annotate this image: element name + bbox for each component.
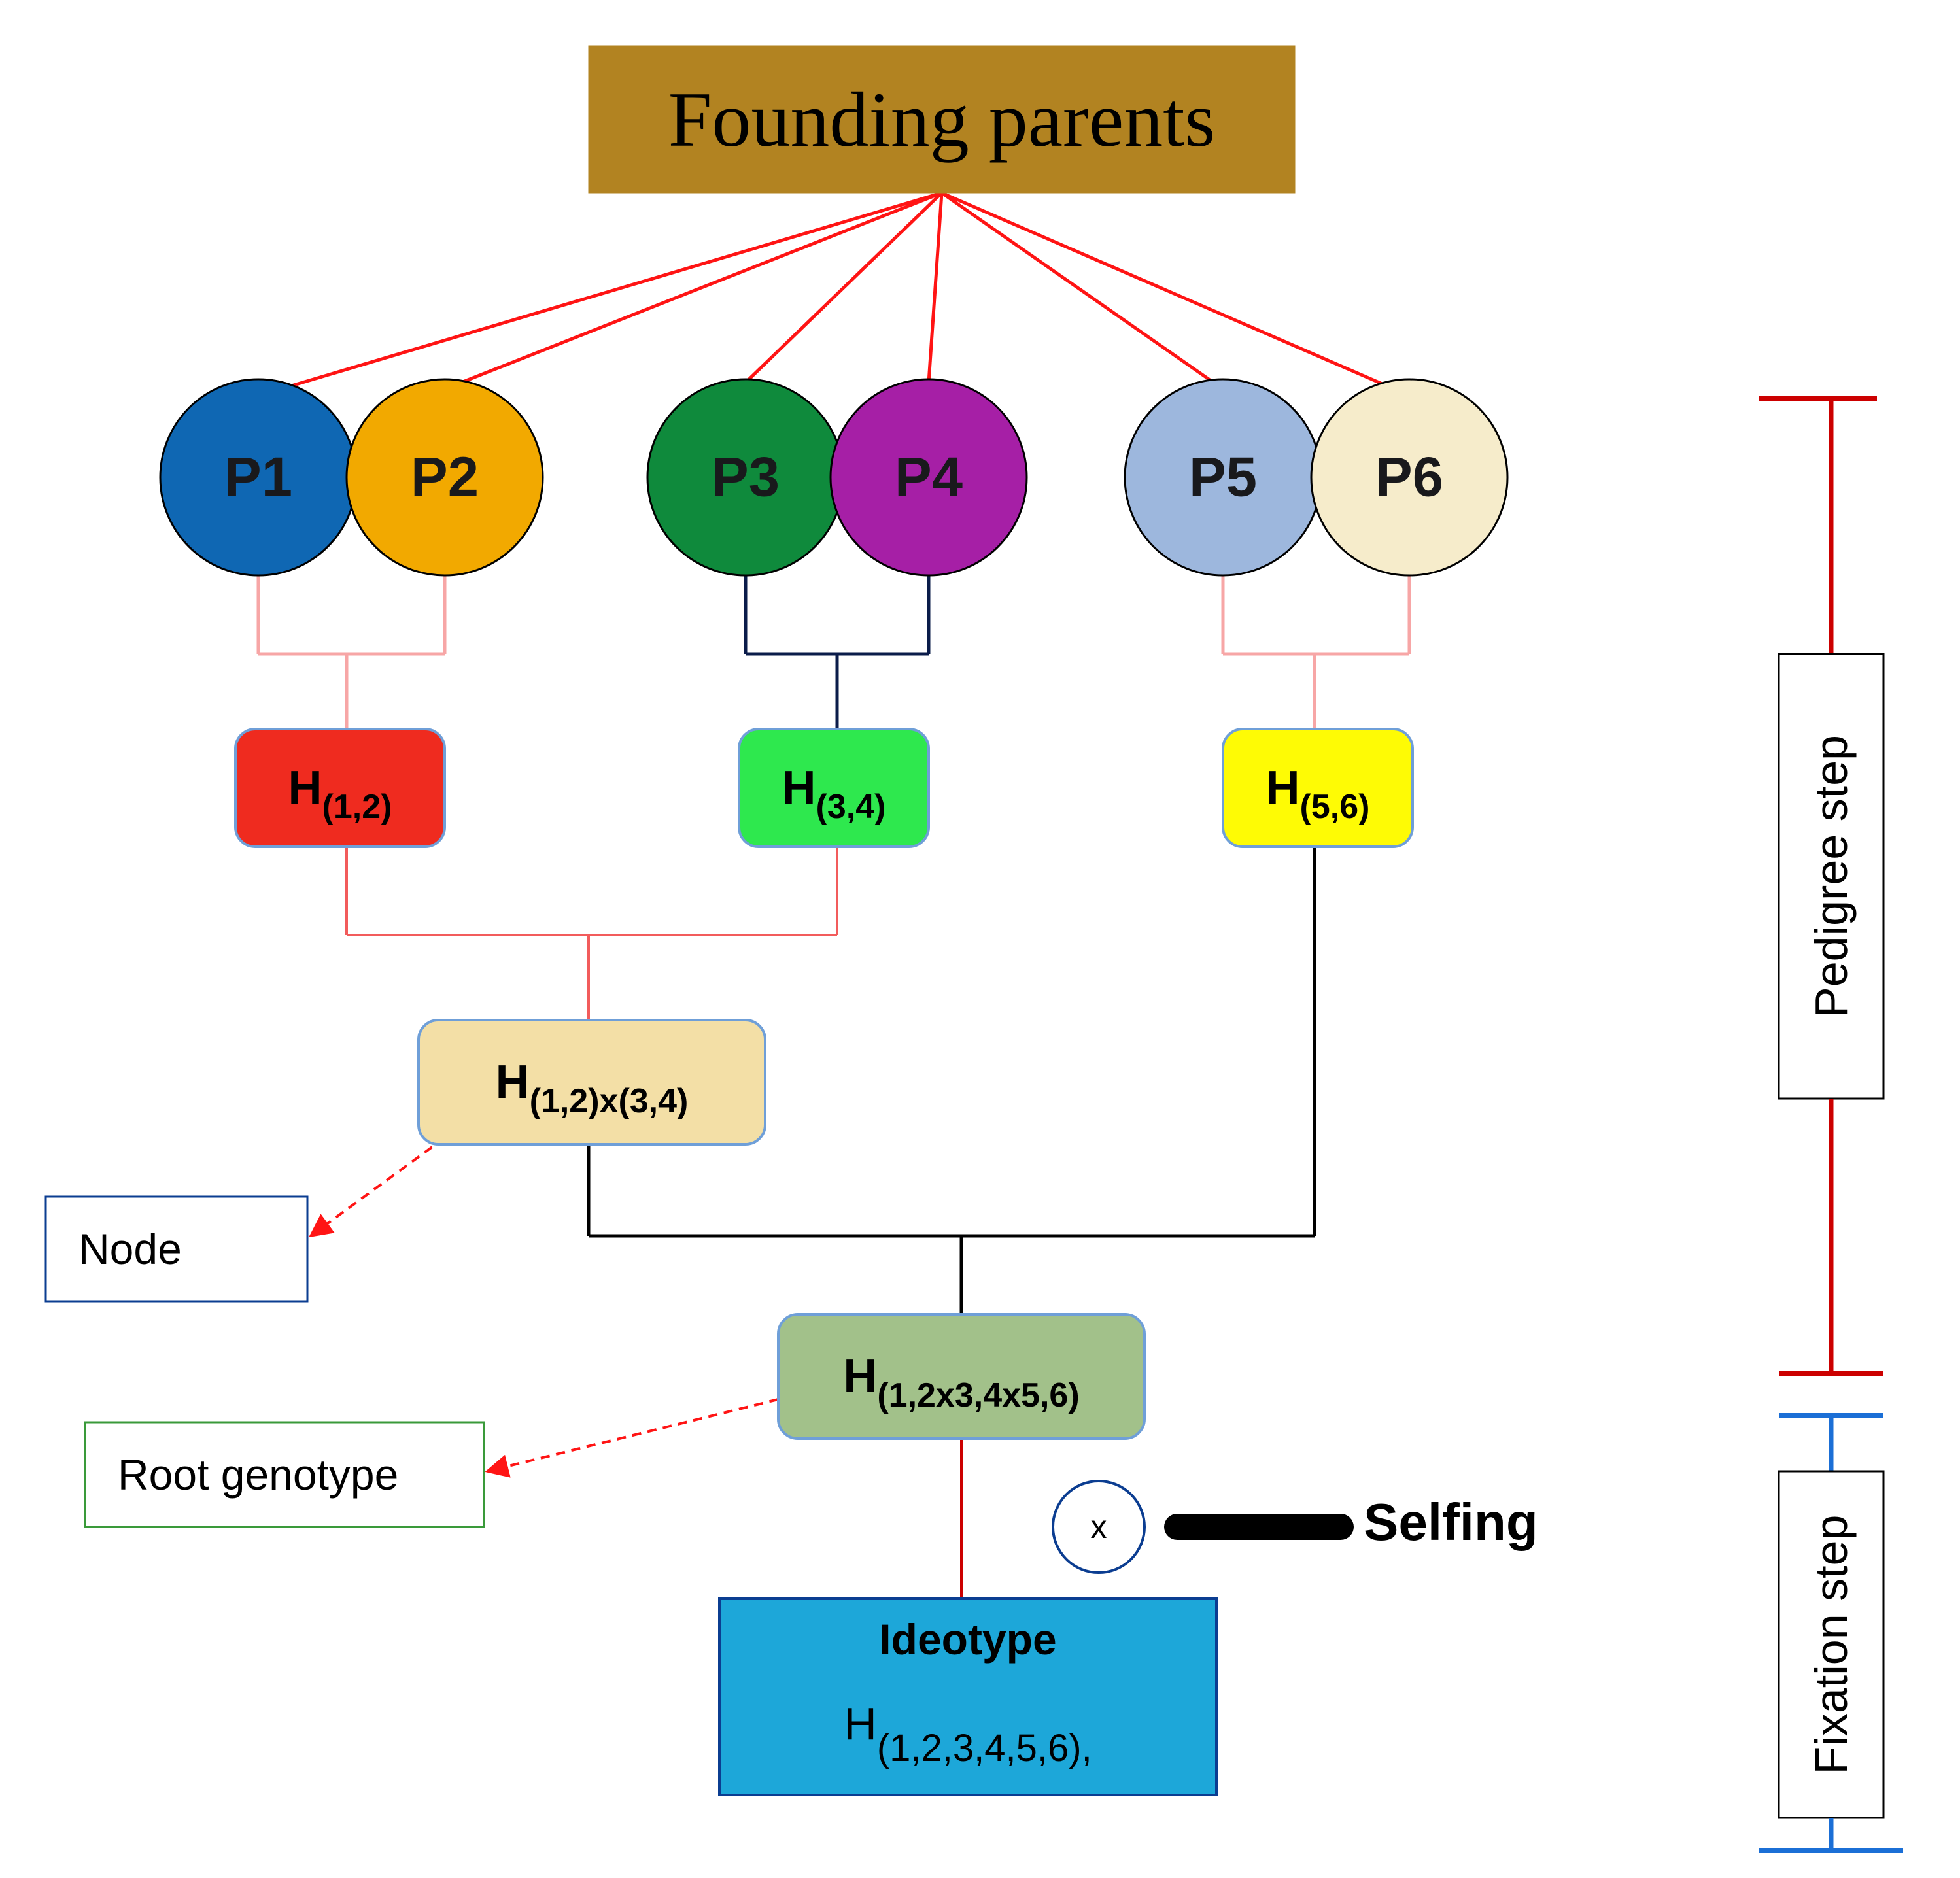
edge-founding-to-parent xyxy=(942,193,1223,389)
ideotype-title: Ideotype xyxy=(879,1615,1056,1664)
parent-label-p1: P1 xyxy=(224,447,292,509)
selfing-mark: x xyxy=(1091,1509,1107,1545)
arrow-to-node xyxy=(311,1138,445,1236)
arrow-to-root-genotype xyxy=(487,1399,778,1471)
node-legend-label: Node xyxy=(78,1225,182,1273)
edge-founding-to-parent xyxy=(942,193,1409,396)
parent-label-p4: P4 xyxy=(895,447,963,509)
pedigree-step-label: Pedigree step xyxy=(1806,735,1857,1017)
edge-founding-to-parent xyxy=(445,193,942,389)
parent-label-p2: P2 xyxy=(411,447,479,509)
parent-label-p6: P6 xyxy=(1375,447,1443,509)
fixation-step-label: Fixation step xyxy=(1806,1515,1857,1775)
selfing-label: Selfing xyxy=(1364,1493,1538,1551)
edge-founding-to-parent xyxy=(929,193,942,383)
founding-parents-label: Founding parents xyxy=(668,76,1216,163)
parent-label-p3: P3 xyxy=(712,447,780,509)
root-genotype-label: Root genotype xyxy=(118,1450,398,1499)
parent-label-p5: P5 xyxy=(1189,447,1257,509)
